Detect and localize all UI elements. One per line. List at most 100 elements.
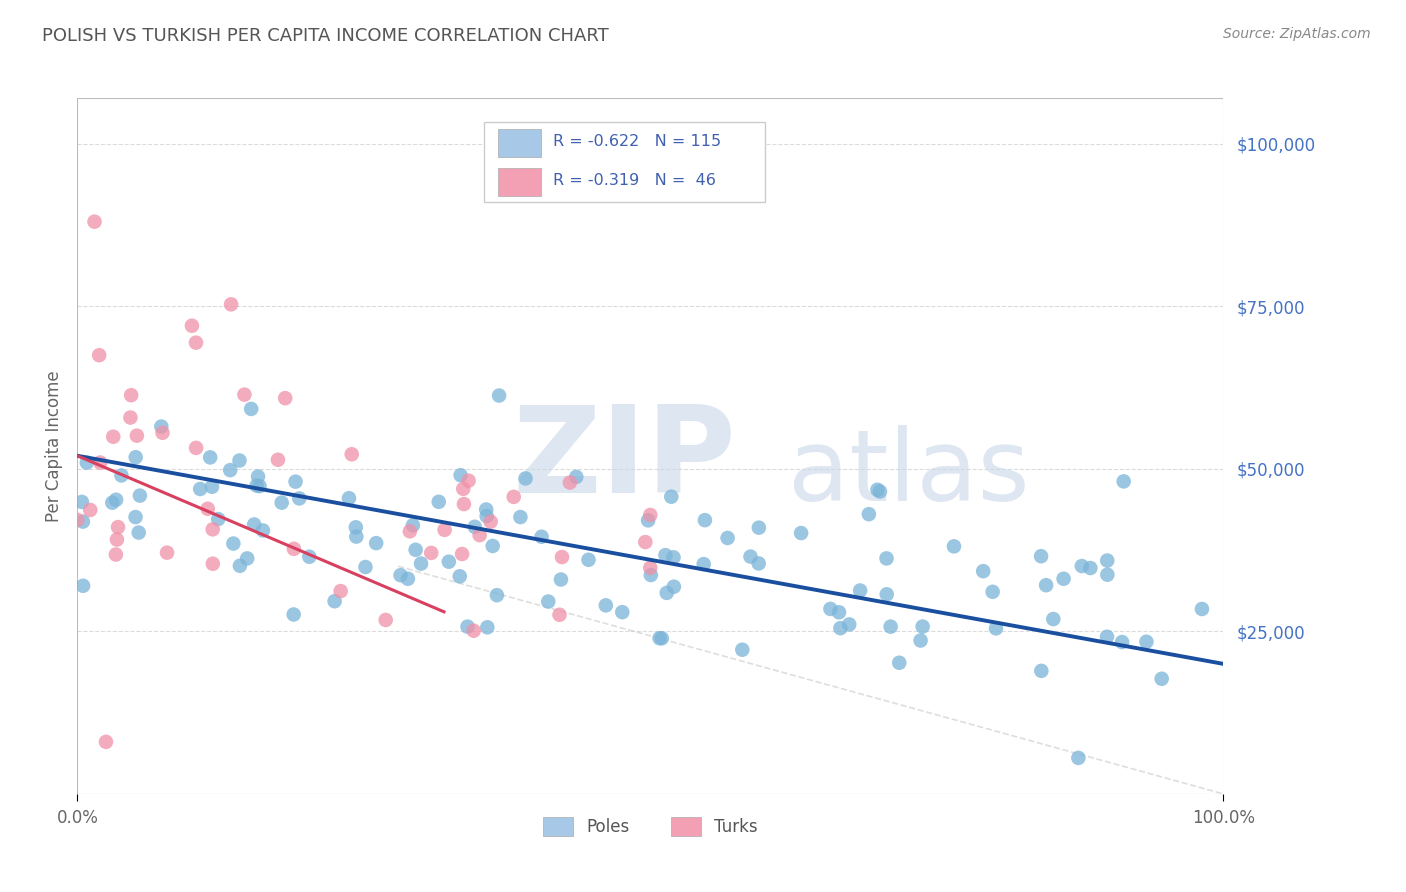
- Point: [105, 492, 128, 507]
- Point: [477, 620, 499, 634]
- Point: [634, 535, 657, 549]
- Point: [1052, 572, 1074, 586]
- Point: [457, 619, 479, 633]
- Point: [201, 480, 224, 494]
- Point: [488, 388, 510, 402]
- FancyBboxPatch shape: [484, 122, 765, 202]
- Point: [396, 572, 419, 586]
- Point: [180, 318, 204, 333]
- Point: [420, 546, 443, 560]
- Point: [479, 515, 502, 529]
- Point: [451, 547, 474, 561]
- Point: [219, 463, 242, 477]
- Point: [515, 471, 537, 485]
- FancyBboxPatch shape: [498, 168, 541, 195]
- Point: [89, 456, 111, 470]
- Point: [70, 495, 93, 509]
- Point: [659, 490, 682, 504]
- Point: [374, 613, 396, 627]
- Point: [1070, 559, 1092, 574]
- Point: [243, 517, 266, 532]
- Point: [911, 619, 934, 633]
- Point: [475, 502, 498, 516]
- Point: [389, 568, 412, 582]
- Text: POLISH VS TURKISH PER CAPITA INCOME CORRELATION CHART: POLISH VS TURKISH PER CAPITA INCOME CORR…: [42, 27, 609, 45]
- Point: [1031, 664, 1053, 678]
- Point: [72, 579, 94, 593]
- Point: [1078, 561, 1101, 575]
- Text: Source: ZipAtlas.com: Source: ZipAtlas.com: [1223, 27, 1371, 41]
- Point: [1111, 635, 1133, 649]
- Point: [662, 580, 685, 594]
- Point: [551, 550, 574, 565]
- Point: [188, 482, 211, 496]
- Point: [550, 573, 572, 587]
- Point: [595, 599, 617, 613]
- Point: [654, 548, 676, 562]
- Point: [651, 632, 673, 646]
- Point: [402, 518, 425, 533]
- Point: [879, 620, 901, 634]
- Point: [450, 468, 472, 483]
- Point: [89, 348, 111, 362]
- Point: [337, 491, 360, 506]
- Point: [740, 549, 762, 564]
- Point: [366, 536, 388, 550]
- Point: [298, 549, 321, 564]
- Point: [748, 521, 770, 535]
- Point: [104, 548, 127, 562]
- Point: [1112, 475, 1135, 489]
- Point: [201, 557, 224, 571]
- Point: [748, 557, 770, 571]
- Point: [502, 490, 524, 504]
- Point: [1029, 549, 1052, 564]
- Point: [1150, 672, 1173, 686]
- Legend: Poles, Turks: Poles, Turks: [534, 809, 766, 845]
- Point: [1067, 751, 1090, 765]
- Point: [433, 523, 456, 537]
- Point: [716, 531, 738, 545]
- Point: [152, 425, 174, 440]
- Point: [565, 470, 588, 484]
- Point: [640, 561, 662, 575]
- Point: [107, 520, 129, 534]
- Point: [270, 496, 292, 510]
- Text: R = -0.622   N = 115: R = -0.622 N = 115: [553, 135, 721, 150]
- Point: [838, 617, 860, 632]
- Point: [790, 526, 813, 541]
- Point: [323, 594, 346, 608]
- Point: [233, 387, 256, 401]
- Text: atlas: atlas: [787, 425, 1029, 523]
- Point: [184, 335, 207, 350]
- Point: [427, 495, 450, 509]
- Point: [101, 496, 124, 510]
- Point: [66, 513, 89, 527]
- Point: [344, 530, 367, 544]
- Point: [246, 478, 269, 492]
- Point: [889, 656, 911, 670]
- Point: [249, 479, 271, 493]
- Point: [252, 524, 274, 538]
- Point: [640, 568, 662, 582]
- Point: [558, 475, 581, 490]
- Point: [236, 551, 259, 566]
- Point: [125, 450, 148, 465]
- FancyBboxPatch shape: [498, 129, 541, 157]
- Point: [409, 557, 432, 571]
- Point: [830, 621, 852, 635]
- Text: R = -0.319   N =  46: R = -0.319 N = 46: [553, 173, 716, 187]
- Point: [981, 584, 1004, 599]
- Point: [288, 491, 311, 506]
- Point: [485, 588, 508, 602]
- Point: [858, 507, 880, 521]
- Point: [283, 607, 305, 622]
- Point: [124, 510, 146, 524]
- Point: [198, 450, 221, 465]
- Y-axis label: Per Capita Income: Per Capita Income: [45, 370, 63, 522]
- Point: [201, 522, 224, 536]
- Point: [464, 520, 486, 534]
- Point: [129, 489, 152, 503]
- Point: [876, 587, 898, 601]
- Point: [229, 558, 252, 573]
- Point: [612, 605, 634, 619]
